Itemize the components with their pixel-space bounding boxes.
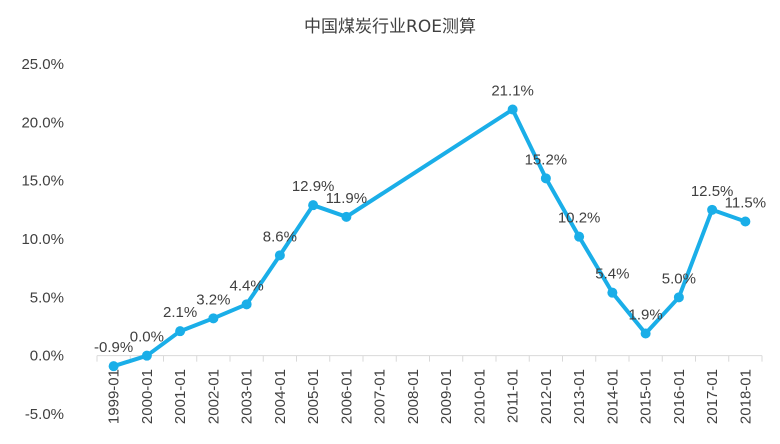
x-tick-label: 2006-01 [338, 369, 355, 424]
x-tick-label: 1999-01 [106, 369, 123, 424]
x-tick-label: 2000-01 [139, 369, 156, 424]
y-tick-label: 0.0% [30, 348, 64, 365]
data-label: 11.5% [725, 195, 766, 212]
data-labels: -0.9%0.0% 2.1%3.2%4.4% 8.6% 12.9%11.9% 21.1%… [94, 83, 766, 357]
data-points [108, 104, 751, 372]
y-tick-label: 25.0% [21, 56, 64, 73]
x-tick-label: 2014-01 [604, 369, 621, 424]
data-label: 4.4% [230, 277, 264, 294]
data-label: 8.6% [263, 228, 297, 245]
data-label: 5.0% [662, 270, 696, 287]
data-point [740, 216, 751, 227]
data-point [175, 326, 186, 337]
x-tick-label: 2018-01 [737, 369, 754, 424]
chart-title: 中国煤炭行业ROE测算 [304, 17, 476, 37]
data-label: 12.5% [691, 183, 734, 200]
x-tick-label: 2016-01 [671, 369, 688, 424]
data-point [241, 299, 252, 310]
data-label: 11.9% [326, 190, 367, 207]
data-point [640, 328, 651, 339]
x-axis-ticks: 1999-01 2000-01 2001-01 2002-01 2003-01 2004-… [96, 355, 763, 424]
y-tick-label: -5.0% [25, 406, 64, 423]
x-tick-label: 2003-01 [239, 369, 256, 424]
data-label: 1.9% [629, 307, 663, 324]
data-label: 0.0% [130, 329, 164, 346]
x-tick-label: 2002-01 [205, 369, 222, 424]
data-label: 21.1% [491, 83, 534, 100]
data-point [274, 250, 285, 261]
data-point [341, 211, 352, 222]
data-point [141, 350, 152, 361]
data-label: 15.2% [525, 151, 568, 168]
x-tick-label: 2015-01 [638, 369, 655, 424]
x-tick-label: 2012-01 [538, 369, 555, 424]
data-point [574, 231, 585, 242]
data-point [507, 104, 518, 115]
data-label: 12.9% [292, 178, 335, 195]
data-point [540, 173, 551, 184]
data-point [308, 200, 319, 211]
y-tick-label: 20.0% [21, 114, 64, 131]
data-point [108, 361, 119, 372]
x-tick-label: 2004-01 [272, 369, 289, 424]
x-tick-label: 2001-01 [172, 369, 189, 424]
x-tick-label: 2013-01 [571, 369, 588, 424]
data-label: 10.2% [558, 210, 601, 227]
data-label: 3.2% [196, 291, 230, 308]
data-point [208, 313, 219, 324]
data-point [673, 292, 684, 303]
x-tick-label: 2017-01 [704, 369, 721, 424]
data-point [707, 204, 718, 215]
y-tick-label: 15.0% [21, 173, 64, 190]
data-label: 2.1% [163, 304, 197, 321]
y-axis-ticks: -5.0% 0.0% 5.0% 10.0% 15.0% 20.0% 25.0% [21, 56, 64, 423]
x-tick-label: 2008-01 [405, 369, 422, 424]
x-tick-label: 2007-01 [372, 369, 389, 424]
series-line [111, 107, 748, 369]
y-tick-label: 10.0% [21, 231, 64, 248]
x-tick-label: 2009-01 [438, 369, 455, 424]
y-tick-label: 5.0% [30, 289, 64, 306]
x-tick-label: 2011-01 [505, 369, 522, 423]
x-tick-label: 2010-01 [471, 369, 488, 424]
data-point [607, 287, 618, 298]
data-label: 5.4% [595, 266, 629, 283]
data-label: -0.9% [94, 339, 133, 356]
x-tick-label: 2005-01 [305, 369, 322, 424]
